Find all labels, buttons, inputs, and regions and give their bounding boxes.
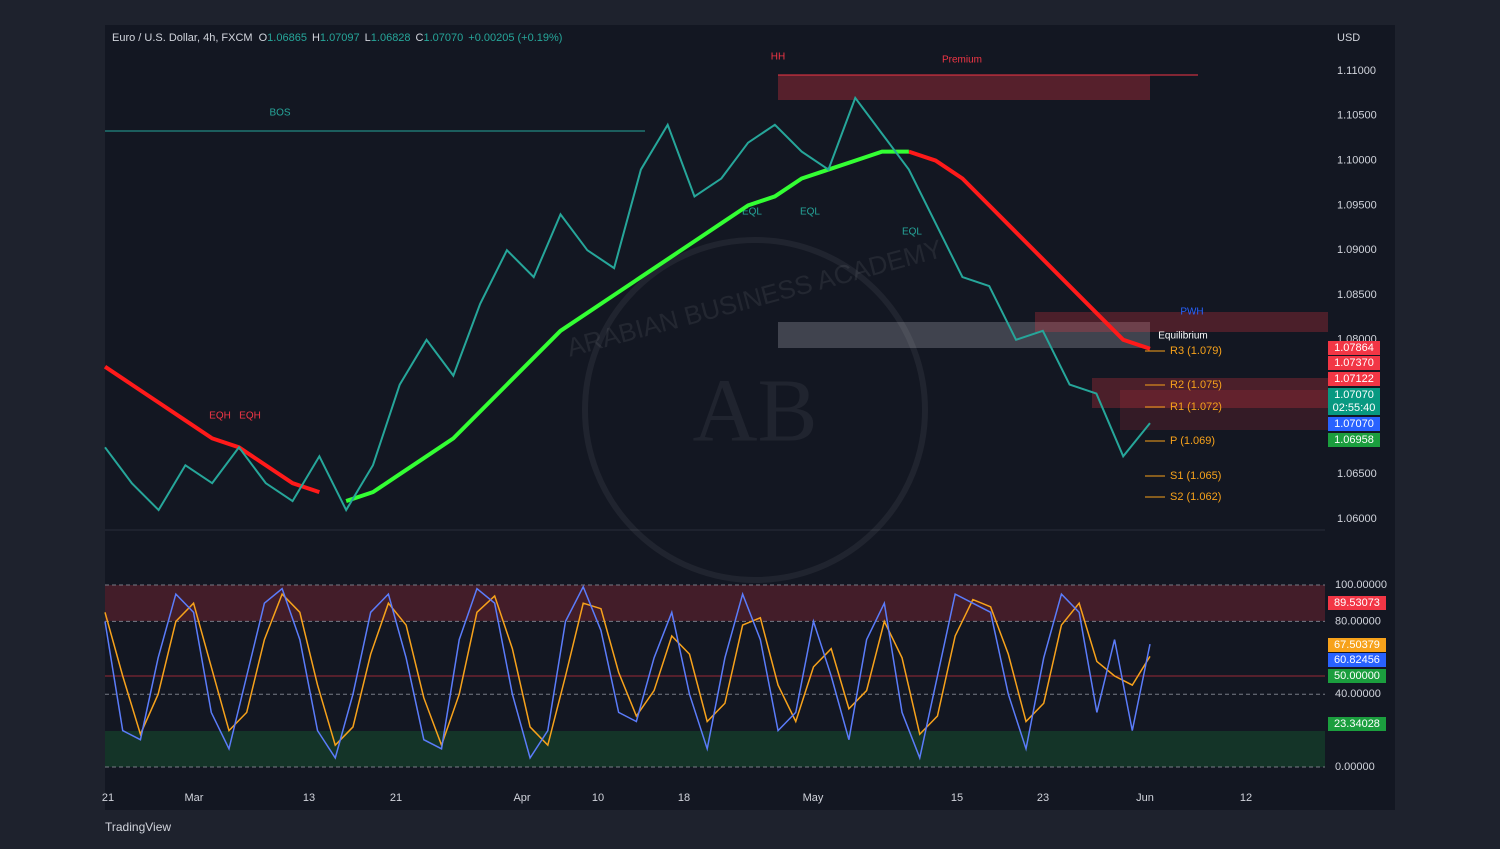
osc-tick-label: 40.00000 xyxy=(1335,688,1381,700)
price-tick-label: 1.10000 xyxy=(1337,155,1377,167)
annotation: HH xyxy=(771,52,785,63)
price-tick-label: 1.06500 xyxy=(1337,468,1377,480)
ma-green xyxy=(345,149,909,503)
watermark: AB xyxy=(692,362,817,461)
price-badge xyxy=(1328,433,1380,447)
osc-badge xyxy=(1328,653,1386,667)
osc-badge-text: 67.50379 xyxy=(1334,639,1380,651)
ohlc-key: H xyxy=(312,32,320,44)
x-tick-label: 21 xyxy=(102,792,114,804)
stoch-k xyxy=(104,585,1151,761)
osc-tick-label: 0.00000 xyxy=(1335,761,1375,773)
osc-tick-label: 80.00000 xyxy=(1335,615,1381,627)
change: +0.00205 (+0.19%) xyxy=(468,32,562,44)
x-tick-label: Jun xyxy=(1136,792,1154,804)
price-badge-text: 1.07864 xyxy=(1334,342,1374,354)
supply-zone xyxy=(1092,378,1328,408)
ohlc-value: 1.07070 xyxy=(424,32,464,44)
price-badge-text: 1.07370 xyxy=(1334,357,1374,369)
price-tick-label: 1.08500 xyxy=(1337,289,1377,301)
price-badge-text: 1.07070 xyxy=(1334,418,1374,430)
osc-badge-text: 50.00000 xyxy=(1334,670,1380,682)
osc-tick-label: 100.00000 xyxy=(1335,579,1387,591)
annotation: EQH xyxy=(239,411,261,422)
pivot-label: R3 (1.079) xyxy=(1170,345,1222,357)
ma-red xyxy=(908,149,1151,351)
price-tick-label: 1.09500 xyxy=(1337,199,1377,211)
pivot-label: S1 (1.065) xyxy=(1170,470,1221,482)
annotation: EQL xyxy=(742,207,762,218)
annotation: Equilibrium xyxy=(1158,331,1207,342)
ma-red xyxy=(103,365,320,495)
price-tick-label: 1.11000 xyxy=(1337,65,1376,77)
osc-badge xyxy=(1328,638,1386,652)
overbought-zone xyxy=(105,585,1325,621)
price-badge xyxy=(1328,401,1380,415)
price-badge-text: 1.06958 xyxy=(1334,434,1374,446)
pivot-label: P (1.069) xyxy=(1170,435,1215,447)
price-tick-label: 1.06000 xyxy=(1337,513,1377,525)
price-badge xyxy=(1328,372,1380,386)
osc-badge-text: 89.53073 xyxy=(1334,597,1380,609)
price-tick-label: 1.09000 xyxy=(1337,244,1377,256)
annotation: BOS xyxy=(269,108,290,119)
osc-badge-text: 23.34028 xyxy=(1334,718,1380,730)
ohlc-key: O xyxy=(259,32,268,44)
x-tick-label: 15 xyxy=(951,792,963,804)
x-tick-label: 21 xyxy=(390,792,402,804)
annotation: PWH xyxy=(1180,307,1203,318)
price-badge xyxy=(1328,356,1380,370)
x-tick-label: May xyxy=(803,792,824,804)
pivot-label: S2 (1.062) xyxy=(1170,491,1221,503)
annotation: EQL xyxy=(902,227,922,238)
x-tick-label: 12 xyxy=(1240,792,1252,804)
price-badge-text: 1.07070 xyxy=(1334,389,1374,401)
equilibrium-zone xyxy=(778,322,1150,348)
currency: USD xyxy=(1337,32,1360,44)
supply-zone xyxy=(1120,390,1328,430)
x-tick-label: Mar xyxy=(185,792,204,804)
x-tick-label: 18 xyxy=(678,792,690,804)
price-badge xyxy=(1328,388,1380,402)
osc-badge xyxy=(1328,669,1386,683)
chart-panel xyxy=(105,25,1395,810)
annotation: EQL xyxy=(800,207,820,218)
x-tick-label: 13 xyxy=(303,792,315,804)
x-tick-label: Apr xyxy=(513,792,530,804)
x-tick-label: 23 xyxy=(1037,792,1049,804)
ohlc-value: 1.07097 xyxy=(320,32,360,44)
price-tick-label: 1.10500 xyxy=(1337,110,1377,122)
pivot-label: R1 (1.072) xyxy=(1170,401,1222,413)
symbol: Euro / U.S. Dollar, 4h, FXCM xyxy=(112,32,253,44)
ohlc-value: 1.06828 xyxy=(371,32,411,44)
ohlc-key: L xyxy=(365,32,371,44)
pivot-label: R2 (1.075) xyxy=(1170,379,1222,391)
oversold-zone xyxy=(105,731,1325,767)
ohlc-value: 1.06865 xyxy=(267,32,307,44)
price-badge-text: 02:55:40 xyxy=(1333,402,1376,414)
osc-badge xyxy=(1328,717,1386,731)
premium-zone xyxy=(778,75,1150,100)
annotation: EQH xyxy=(209,411,231,422)
osc-badge xyxy=(1328,596,1386,610)
watermark-ring xyxy=(582,237,928,583)
ohlc-key: C xyxy=(416,32,424,44)
osc-badge-text: 60.82456 xyxy=(1334,654,1380,666)
stoch-d xyxy=(104,592,1151,748)
x-tick-label: 10 xyxy=(592,792,604,804)
annotation: Premium xyxy=(942,55,982,66)
price-badge-text: 1.07122 xyxy=(1334,373,1374,385)
price-badge xyxy=(1328,341,1380,355)
footer: TradingView xyxy=(105,820,171,834)
price-line xyxy=(104,95,1151,513)
price-badge xyxy=(1328,417,1380,431)
